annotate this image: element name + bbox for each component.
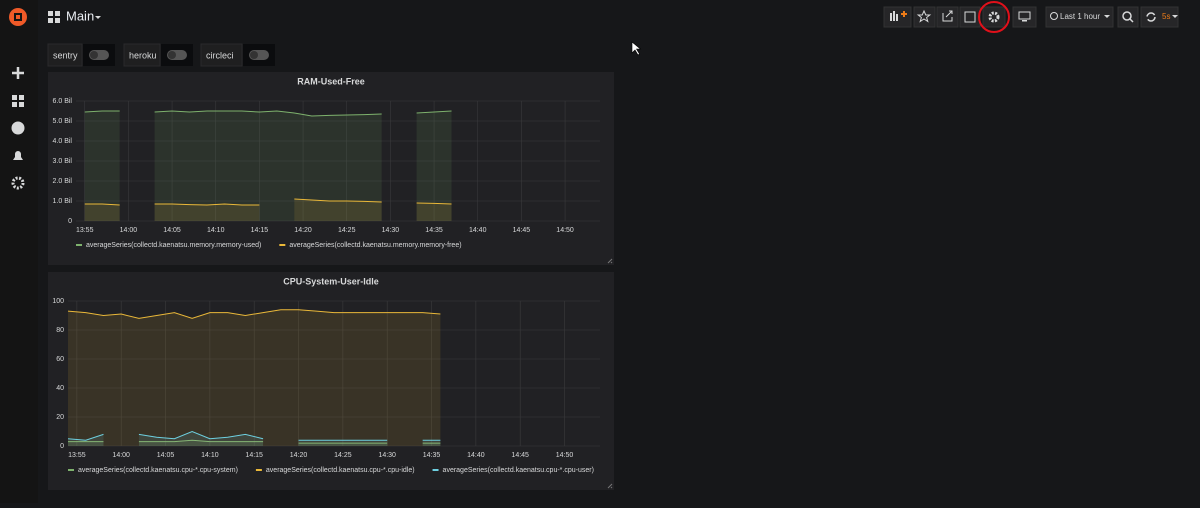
x-tick-label: 14:25 [334, 452, 352, 459]
toolbar-icons [890, 9, 1178, 23]
x-tick-label: 14:35 [423, 452, 441, 459]
series-line [67, 430, 441, 441]
time-picker[interactable] [1045, 6, 1114, 28]
logo[interactable] [9, 8, 27, 26]
add-icon[interactable] [12, 67, 24, 79]
variable-label: heroku [129, 50, 157, 60]
series-line [84, 198, 452, 206]
y-tick-label: 1.0 Bil [53, 198, 73, 205]
x-tick-label: 13:55 [68, 452, 86, 459]
resize-handle [607, 258, 613, 264]
settings-button[interactable] [982, 6, 1006, 28]
x-tick-label: 14:40 [469, 227, 487, 234]
sidebar [0, 0, 38, 503]
x-tick-label: 14:10 [201, 452, 219, 459]
variable-label-box [47, 43, 83, 67]
legend-label[interactable]: averageSeries(collectd.kaenatsu.memory.m… [289, 242, 461, 249]
variable-label: circleci [206, 50, 234, 60]
panel [48, 72, 614, 265]
share-button[interactable] [936, 6, 959, 28]
toggle-knob [168, 51, 176, 59]
x-tick-label: 14:05 [157, 452, 175, 459]
x-tick-label: 14:10 [207, 227, 225, 234]
legend-label[interactable]: averageSeries(collectd.kaenatsu.cpu-*.cp… [443, 467, 594, 474]
area [84, 111, 452, 221]
y-tick-label: 5.0 Bil [53, 118, 73, 125]
legend-label[interactable]: averageSeries(collectd.kaenatsu.cpu-*.cp… [266, 467, 415, 474]
resize-handle [607, 483, 613, 489]
series-line [68, 439, 441, 444]
y-tick-label: 6.0 Bil [53, 98, 73, 105]
toggle-knob [250, 51, 258, 59]
y-tick-label: 100 [52, 298, 64, 305]
legend-label[interactable]: averageSeries(collectd.kaenatsu.cpu-*.cp… [78, 467, 238, 474]
panel-title: CPU-System-User-Idle [283, 276, 379, 286]
x-tick-label: 13:55 [76, 227, 94, 234]
x-tick-label: 14:00 [112, 452, 130, 459]
area [68, 309, 441, 446]
dashboards-icon[interactable] [12, 95, 24, 107]
series-line [67, 309, 441, 319]
y-tick-label: 20 [56, 414, 64, 421]
star-button[interactable] [913, 6, 936, 28]
x-tick-label: 14:05 [163, 227, 181, 234]
panel-title: RAM-Used-Free [297, 76, 365, 86]
time-range[interactable]: Last 1 hour [1060, 12, 1100, 21]
y-tick-label: 0 [68, 218, 72, 225]
y-tick-label: 3.0 Bil [53, 158, 73, 165]
variable-label-box [200, 43, 243, 67]
refresh-button[interactable] [1140, 6, 1179, 28]
y-tick-label: 40 [56, 385, 64, 392]
x-tick-label: 14:45 [513, 227, 531, 234]
x-tick-label: 14:35 [425, 227, 443, 234]
x-tick-label: 14:45 [511, 452, 529, 459]
alerting-icon[interactable] [13, 151, 23, 160]
mouse-cursor [631, 41, 642, 56]
series-line [84, 110, 452, 117]
y-tick-label: 80 [56, 327, 64, 334]
x-tick-label: 14:40 [467, 452, 485, 459]
x-tick-label: 14:30 [378, 452, 396, 459]
highlight-circle [978, 1, 1010, 33]
x-tick-label: 14:50 [556, 227, 574, 234]
x-tick-label: 14:15 [245, 452, 263, 459]
area [68, 431, 441, 446]
configuration-icon[interactable] [11, 176, 25, 190]
variable-label-box [123, 43, 161, 67]
x-tick-label: 14:15 [251, 227, 269, 234]
dashboard-icon [48, 11, 60, 23]
zoom-out-button[interactable] [1117, 6, 1139, 28]
panel [48, 272, 614, 490]
legend-label[interactable]: averageSeries(collectd.kaenatsu.memory.m… [86, 242, 261, 249]
x-tick-label: 14:00 [120, 227, 138, 234]
variable-label: sentry [53, 50, 78, 60]
dashboard-title[interactable]: Main [66, 8, 94, 23]
x-tick-label: 14:50 [556, 452, 574, 459]
x-tick-label: 14:30 [382, 227, 400, 234]
y-tick-label: 2.0 Bil [53, 178, 73, 185]
x-tick-label: 14:20 [290, 452, 308, 459]
refresh-interval[interactable]: 5s [1162, 12, 1170, 21]
explore-icon[interactable] [11, 121, 25, 135]
caret [95, 16, 101, 19]
y-tick-label: 60 [56, 356, 64, 363]
toggle-knob [90, 51, 98, 59]
x-tick-label: 14:20 [294, 227, 312, 234]
y-tick-label: 4.0 Bil [53, 138, 73, 145]
tv-mode-button[interactable] [1012, 6, 1037, 28]
x-tick-label: 14:25 [338, 227, 356, 234]
save-button[interactable] [959, 6, 981, 28]
y-tick-label: 0 [60, 443, 64, 450]
